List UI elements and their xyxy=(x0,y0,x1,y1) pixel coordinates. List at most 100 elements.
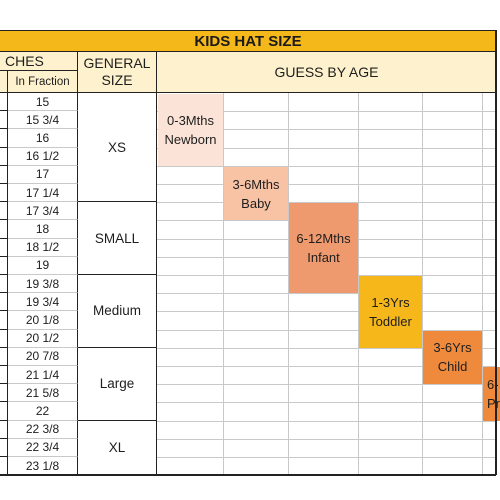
general-size-line1: GENERAL xyxy=(83,55,151,71)
age-grid-col-line xyxy=(288,93,289,476)
in-fraction-label: In Fraction xyxy=(15,75,70,88)
fraction-cell: 15 3/4 xyxy=(8,111,78,130)
inch-decimal-cell xyxy=(0,129,8,148)
fraction-cell: 16 xyxy=(8,129,78,148)
inch-decimal-cell xyxy=(0,238,8,257)
age-grid-row-line xyxy=(157,384,496,386)
fraction-value: 19 3/4 xyxy=(25,294,60,309)
inch-decimal-cell xyxy=(0,165,8,184)
fraction-cell: 16 1/2 xyxy=(8,147,78,166)
age-range: 3-6Yrs xyxy=(433,340,472,356)
inch-decimal-cell xyxy=(0,111,8,130)
inch-decimal-cell xyxy=(0,420,8,439)
fraction-cell: 22 3/8 xyxy=(8,420,78,439)
size-label: XS xyxy=(107,139,126,155)
age-grid-col-line xyxy=(223,93,224,476)
age-stage: Pr xyxy=(487,395,500,411)
inch-decimal-cell xyxy=(0,184,8,203)
fraction-cell: 17 1/4 xyxy=(8,184,78,203)
age-block: 6- Pr xyxy=(483,367,500,421)
inch-decimal-cell xyxy=(0,311,8,330)
inch-decimal-cell xyxy=(0,220,8,239)
inches-header-label: CHES xyxy=(5,52,44,69)
age-grid-col-line xyxy=(358,93,359,476)
fraction-value: 15 3/4 xyxy=(25,112,60,127)
age-range: 1-3Yrs xyxy=(371,294,410,310)
size-label: XL xyxy=(108,439,126,455)
age-range: 6- xyxy=(487,376,499,392)
age-stage: Child xyxy=(437,359,468,375)
age-block: 3-6Mths Baby xyxy=(224,166,288,221)
table-title: KIDS HAT SIZE xyxy=(194,32,302,50)
age-block: 6-12Mths Infant xyxy=(289,203,358,294)
fraction-value: 16 1/2 xyxy=(25,149,60,164)
age-grid-row-line xyxy=(157,366,496,367)
age-grid-row-line xyxy=(157,438,496,440)
inch-decimal-cell xyxy=(0,202,8,221)
fraction-value: 15 xyxy=(35,94,50,109)
title-bar: KIDS HAT SIZE xyxy=(0,30,496,52)
age-range: 0-3Mths xyxy=(167,112,214,128)
size-label: Medium xyxy=(92,303,141,319)
fraction-value: 20 7/8 xyxy=(25,349,60,364)
inches-header: CHES xyxy=(0,52,78,71)
size-group-cell: SMALL xyxy=(78,202,157,275)
fraction-cell: 19 3/8 xyxy=(8,275,78,294)
inch-decimal-cell xyxy=(0,93,8,112)
age-grid-row-line xyxy=(157,147,496,149)
fraction-cell: 17 xyxy=(8,165,78,184)
age-grid-row-line xyxy=(157,184,496,185)
inches-decimal-header xyxy=(0,71,8,93)
age-block: 1-3Yrs Toddler xyxy=(359,276,422,348)
fraction-value: 22 3/4 xyxy=(25,440,60,455)
age-range: 3-6Mths xyxy=(232,176,280,192)
age-grid-col-line xyxy=(482,93,483,476)
fraction-value: 16 xyxy=(35,130,50,145)
size-group-cell: XL xyxy=(78,420,157,476)
size-label: Large xyxy=(99,376,135,392)
age-grid-col-line xyxy=(422,93,423,476)
age-grid-row-line xyxy=(157,329,496,331)
fraction-cell: 20 7/8 xyxy=(8,347,78,366)
fraction-value: 20 1/8 xyxy=(25,312,60,327)
inch-decimal-cell xyxy=(0,384,8,403)
fraction-value: 22 xyxy=(35,403,50,418)
age-grid-row-line xyxy=(157,165,496,167)
fraction-cell: 19 3/4 xyxy=(8,293,78,312)
age-grid-row-line xyxy=(157,311,496,313)
inch-decimal-cell xyxy=(0,329,8,348)
fraction-cell: 15 xyxy=(8,93,78,112)
fraction-value: 17 1/4 xyxy=(25,185,60,200)
age-grid-row-line xyxy=(157,129,496,131)
fraction-cell: 20 1/2 xyxy=(8,329,78,348)
age-grid-row-line xyxy=(157,420,496,422)
fraction-value: 18 1/2 xyxy=(25,240,60,255)
fraction-value: 19 xyxy=(35,258,50,273)
fraction-cell: 18 1/2 xyxy=(8,238,78,257)
guess-by-age-header: GUESS BY AGE xyxy=(157,52,496,93)
fraction-cell: 17 3/4 xyxy=(8,202,78,221)
guess-by-age-label: GUESS BY AGE xyxy=(274,63,379,80)
fraction-value: 21 1/4 xyxy=(25,367,60,382)
fraction-cell: 18 xyxy=(8,220,78,239)
fraction-value: 22 3/8 xyxy=(25,422,60,437)
age-grid-row-line xyxy=(157,457,496,458)
in-fraction-header: In Fraction xyxy=(8,71,78,93)
fraction-cell: 23 1/8 xyxy=(8,457,78,476)
general-size-line2: SIZE xyxy=(101,72,133,88)
age-stage: Toddler xyxy=(369,313,412,329)
inch-decimal-cell xyxy=(0,256,8,275)
age-grid-row-line xyxy=(157,402,496,404)
inch-decimal-cell xyxy=(0,293,8,312)
fraction-cell: 21 5/8 xyxy=(8,384,78,403)
age-range: 6-12Mths xyxy=(296,231,351,247)
age-grid-row-line xyxy=(157,347,496,349)
age-grid-row-line xyxy=(157,202,496,204)
general-size-header: GENERAL SIZE xyxy=(78,52,157,93)
age-block: 3-6Yrs Child xyxy=(423,330,482,385)
fraction-cell: 22 3/4 xyxy=(8,438,78,457)
fraction-cell: 22 xyxy=(8,402,78,421)
inch-decimal-cell xyxy=(0,438,8,457)
table-right-border xyxy=(495,30,497,476)
